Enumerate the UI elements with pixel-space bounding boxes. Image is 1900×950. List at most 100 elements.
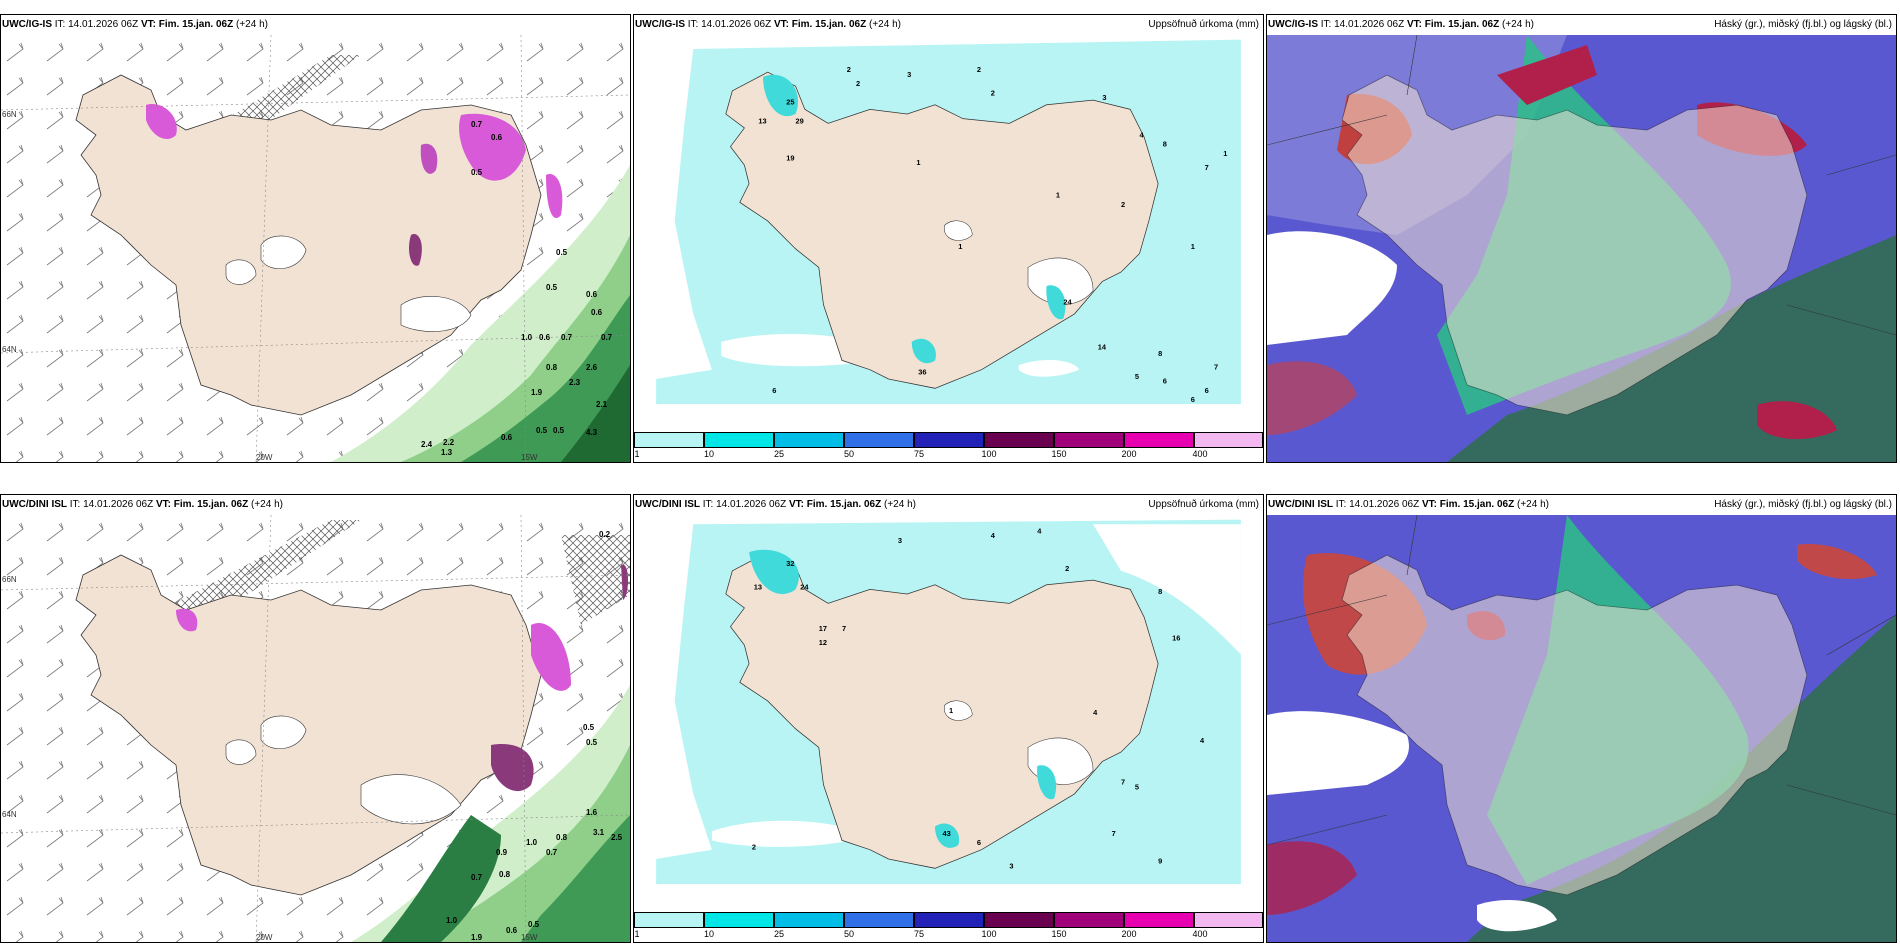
valid-time: VT: Fim. 15.jan. 06Z	[773, 19, 867, 30]
valid-time: VT: Fim. 15.jan. 06Z	[1421, 499, 1515, 510]
panel-header: UWC/IG-IS IT: 14.01.2026 06Z VT: Fim. 15…	[635, 18, 1259, 34]
panel-title: Háský (gr.), miðský (fj.bl.) og lágský (…	[1714, 499, 1892, 510]
value-label: 0.5	[583, 723, 595, 732]
value-label: 12	[819, 638, 827, 647]
value-label: 2.6	[586, 363, 598, 372]
colorbar-tick: 150	[1051, 449, 1067, 459]
init-time: IT: 14.01.2026 06Z	[702, 499, 787, 510]
value-label: 6	[977, 838, 981, 847]
lead-time: (+24 h)	[869, 19, 901, 30]
value-label: 1	[1223, 149, 1227, 158]
colorbar-swatch	[634, 912, 704, 928]
panel-ig-wind: UWC/IG-IS IT: 14.01.2026 06Z VT: Fim. 15…	[0, 14, 631, 463]
value-label: 0.2	[599, 530, 611, 539]
value-label: 1.0	[526, 838, 538, 847]
value-label: 2	[847, 65, 851, 74]
colorbar-tick: 100	[981, 449, 997, 459]
precip-map: 3 4 4 16 13 32 24 17 12 7 1 2 4 7 8 5 4 …	[656, 515, 1241, 885]
value-label: 0.5	[536, 426, 548, 435]
value-label: 19	[786, 154, 794, 163]
value-label: 0.8	[556, 833, 568, 842]
precip-map: 2 2 3 2 13 25 29 19 1 2 3 1 4 1 2 8 1 7 …	[656, 35, 1241, 404]
value-label: 6	[1205, 386, 1209, 395]
value-label: 3.1	[593, 828, 605, 837]
value-label: 13	[758, 116, 766, 125]
value-label: 0.6	[539, 333, 551, 342]
value-label: 0.5	[586, 738, 598, 747]
valid-time: VT: Fim. 15.jan. 06Z	[140, 19, 234, 30]
value-label: 2.1	[596, 400, 608, 409]
value-label: 29	[796, 116, 804, 125]
value-label: 0.8	[546, 363, 558, 372]
colorbar-tick: 200	[1121, 929, 1137, 939]
colorbar-swatch	[914, 432, 984, 448]
value-label: 2.4	[421, 440, 433, 449]
value-label: 3	[907, 70, 911, 79]
precip-med	[749, 549, 799, 595]
init-time: IT: 14.01.2026 06Z	[69, 499, 154, 510]
panel-header: UWC/IG-IS IT: 14.01.2026 06Z VT: Fim. 15…	[1268, 18, 1892, 34]
value-label: 2.5	[611, 833, 623, 842]
colorbar-swatch	[1054, 432, 1124, 448]
value-label: 1.0	[521, 333, 533, 342]
value-label: 2	[1065, 564, 1069, 573]
colorbar-tick: 1	[634, 449, 640, 459]
snow-area	[146, 104, 177, 140]
colorbar-swatch	[1124, 912, 1194, 928]
value-label: 1	[1191, 242, 1195, 251]
value-label: 32	[786, 559, 794, 568]
value-label: 0.7	[546, 848, 558, 857]
value-label: 4	[1037, 527, 1042, 536]
panel-title: Uppsöfnuð úrkoma (mm)	[1148, 19, 1259, 30]
panel-ig-precip: UWC/IG-IS IT: 14.01.2026 06Z VT: Fim. 15…	[633, 14, 1264, 463]
colorbar-tick: 10	[703, 929, 715, 939]
value-label: 8	[1158, 349, 1162, 358]
panel-header: UWC/DINI ISL IT: 14.01.2026 06Z VT: Fim.…	[1268, 498, 1892, 514]
value-label: 1.9	[471, 933, 483, 942]
colorbar-swatch	[844, 912, 914, 928]
value-label: 0.6	[506, 926, 518, 935]
lon-label: 20W	[256, 933, 273, 942]
value-label: 24	[1063, 298, 1072, 307]
value-label: 25	[786, 98, 794, 107]
value-label: 0.5	[553, 426, 565, 435]
iceland-land	[1341, 554, 1808, 896]
value-label: 3	[1102, 93, 1106, 102]
cloud-high	[1497, 45, 1597, 105]
valid-time: VT: Fim. 15.jan. 06Z	[788, 499, 882, 510]
value-label: 7	[1214, 363, 1218, 372]
precip-med	[763, 74, 799, 117]
value-label: 1	[1056, 191, 1060, 200]
colorbar-swatch	[704, 432, 774, 448]
panel-header: UWC/DINI ISL IT: 14.01.2026 06Z VT: Fim.…	[635, 498, 1259, 514]
colorbar-swatch	[844, 432, 914, 448]
wind-map: 0.5 0.5 0.7 1.0 0.9 0.8 0.7 0.8 1.6 3.1 …	[1, 515, 630, 942]
colorbar-tick: 100	[981, 929, 997, 939]
value-label: 4	[1093, 708, 1098, 717]
value-label: 2	[1121, 200, 1125, 209]
colorbar-tick: 25	[773, 449, 785, 459]
colorbar: 1 10 25 50 75 100 150 200 400	[634, 432, 1263, 462]
lat-label: 66N	[2, 110, 17, 119]
lat-label: 66N	[2, 575, 17, 584]
value-label: 14	[1098, 342, 1107, 351]
model-label: UWC/DINI ISL	[2, 499, 67, 510]
precip-values: 3 4 4 16 13 32 24 17 12 7 1 2 4 7 8 5 4 …	[752, 527, 1205, 871]
value-label: 8	[1158, 587, 1162, 596]
value-label: 0.6	[586, 290, 598, 299]
value-label: 24	[800, 582, 809, 591]
init-time: IT: 14.01.2026 06Z	[687, 19, 772, 30]
colorbar-tick: 200	[1121, 449, 1137, 459]
lead-time: (+24 h)	[236, 19, 268, 30]
iceland-land	[1341, 74, 1808, 416]
panel-title: Uppsöfnuð úrkoma (mm)	[1148, 499, 1259, 510]
value-label: 0.5	[471, 168, 483, 177]
value-label: 1.0	[446, 916, 458, 925]
cloud-map	[1267, 35, 1896, 462]
value-label: 4.3	[586, 428, 598, 437]
panel-dini-precip: UWC/DINI ISL IT: 14.01.2026 06Z VT: Fim.…	[633, 494, 1264, 943]
value-label: 0.7	[561, 333, 573, 342]
lat-label: 64N	[2, 345, 17, 354]
precip-values: 0.5 0.5 0.7 1.0 0.9 0.8 0.7 0.8 1.6 3.1 …	[446, 530, 623, 942]
value-label: 1	[916, 158, 920, 167]
